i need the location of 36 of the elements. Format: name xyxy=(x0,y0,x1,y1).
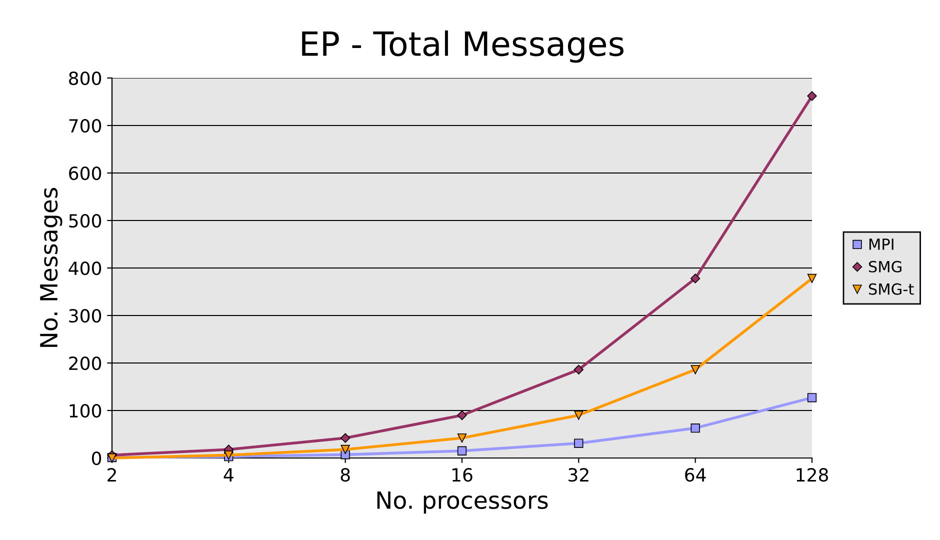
legend-label: SMG xyxy=(868,260,902,272)
x-tick-label: 4 xyxy=(224,468,234,482)
y-tick-label: 700 xyxy=(69,118,102,133)
x-tick-label: 8 xyxy=(340,468,350,482)
point xyxy=(340,433,350,443)
y-axis-title: No. Messages xyxy=(40,188,62,347)
x-tick-label: 16 xyxy=(452,468,472,482)
x-tick-label: 128 xyxy=(796,468,828,482)
point xyxy=(690,274,700,284)
y-tick-label: 400 xyxy=(68,261,102,276)
x-axis-title: No. processors xyxy=(377,491,548,514)
x-tick-label: 2 xyxy=(108,468,116,482)
point xyxy=(457,446,467,456)
y-tick-label: 500 xyxy=(69,214,102,228)
y-tick-label: 800 xyxy=(69,71,102,86)
point xyxy=(807,393,817,402)
y-tick-label: 300 xyxy=(69,308,102,323)
point xyxy=(690,365,700,374)
point xyxy=(807,274,817,284)
y-tick-label: 200 xyxy=(69,356,102,370)
point xyxy=(574,438,584,448)
point xyxy=(574,364,584,374)
legend-label: MPI xyxy=(869,238,894,250)
point xyxy=(340,444,350,454)
point xyxy=(457,410,467,420)
point xyxy=(807,91,817,101)
x-tick-label: 32 xyxy=(568,468,588,482)
x-tick-label: 64 xyxy=(685,468,706,482)
point xyxy=(457,433,467,443)
chart-title: EP - Total Messages xyxy=(302,30,624,63)
y-tick-label: 0 xyxy=(92,451,102,466)
y-tick-label: 600 xyxy=(69,166,102,180)
legend-label: SMG-t xyxy=(868,283,914,295)
point xyxy=(574,410,584,420)
point xyxy=(690,423,700,433)
y-tick-label: 100 xyxy=(70,404,102,418)
